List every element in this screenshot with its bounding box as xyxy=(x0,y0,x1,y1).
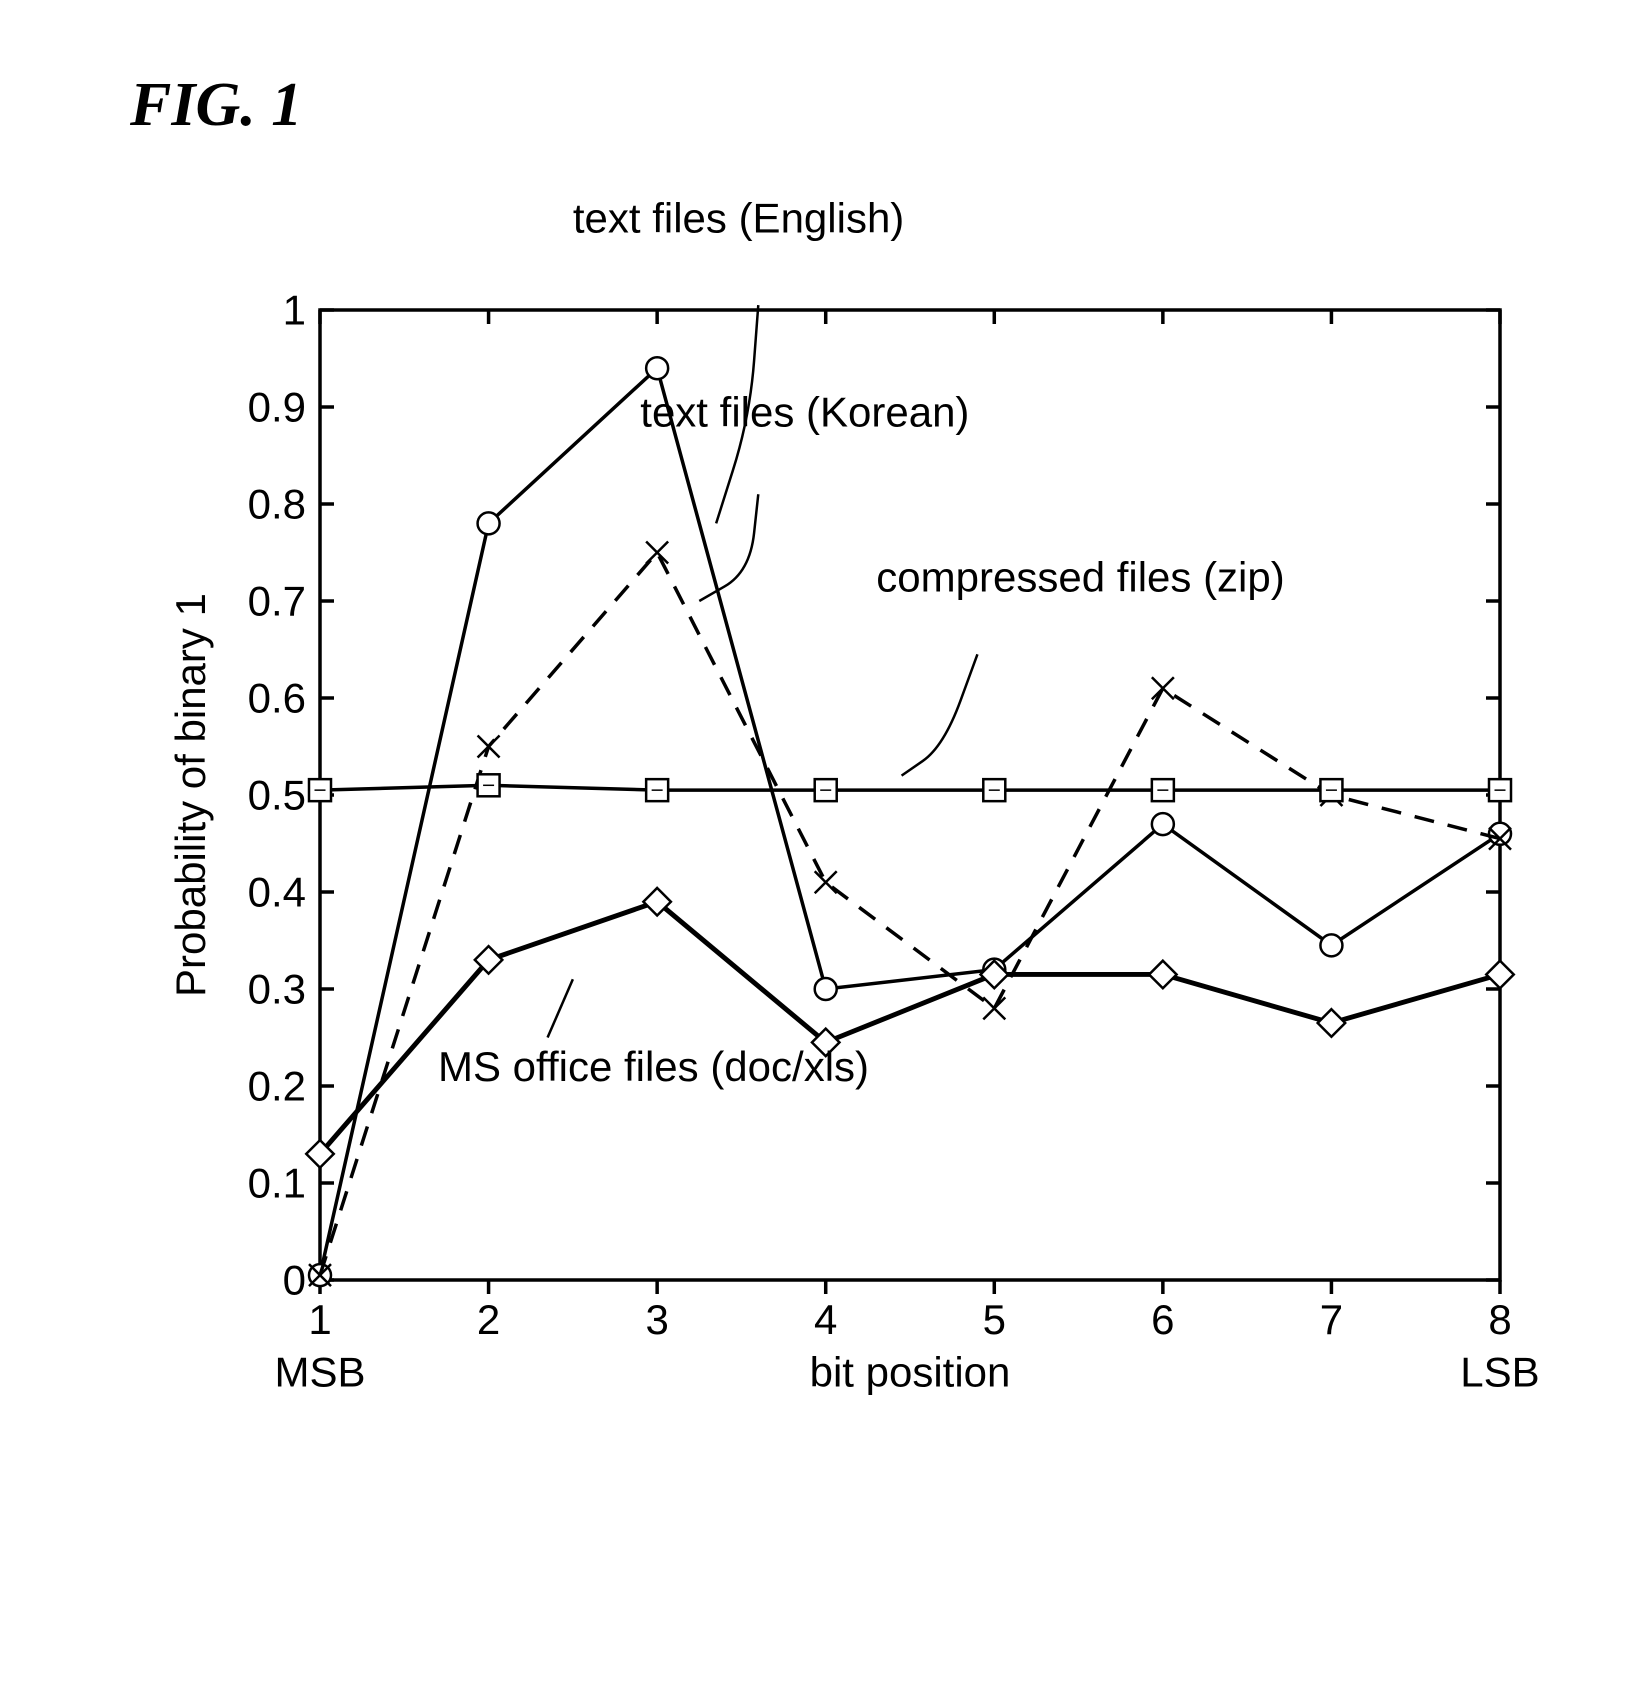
leader-line xyxy=(699,494,758,601)
series-zip xyxy=(309,774,1511,801)
annotation-zip: compressed files (zip) xyxy=(876,553,1284,775)
series-msoffice xyxy=(306,888,1514,1168)
series-line xyxy=(320,553,1500,1276)
x-end-label: LSB xyxy=(1460,1348,1539,1395)
y-tick-label: 0.6 xyxy=(248,675,306,722)
marker-circle-icon xyxy=(646,357,668,379)
y-tick-label: 0.3 xyxy=(248,966,306,1013)
series-label-msoffice: MS office files (doc/xls) xyxy=(438,1043,869,1090)
marker-circle-icon xyxy=(1489,823,1511,845)
x-start-label: MSB xyxy=(274,1348,365,1395)
x-tick-label: 5 xyxy=(983,1296,1006,1343)
y-tick-label: 0 xyxy=(283,1257,306,1304)
y-tick-label: 0.1 xyxy=(248,1160,306,1207)
probability-chart: 1 2 3 4 5 6 7 8 0 0.1 0.2 0.3 0.4 0.5 0.6 0.7 0.8 0.9 1 bit… xyxy=(0,0,1638,1681)
x-axis-label: bit position xyxy=(810,1348,1011,1395)
marker-circle-icon xyxy=(478,512,500,534)
x-tick-label: 7 xyxy=(1320,1296,1343,1343)
marker-circle-icon xyxy=(815,978,837,1000)
series-label-korean: text files (Korean) xyxy=(640,388,969,435)
marker-diamond-icon xyxy=(1486,961,1514,989)
x-tick-label: 8 xyxy=(1488,1296,1511,1343)
page-container: FIG. 1 1 2 3 4 5 6 7 8 0 0.1 0.2 0.3 0.4 0.5 0.6 0.7 0.8… xyxy=(0,0,1638,1681)
series-korean xyxy=(309,542,1511,1287)
leader-line xyxy=(548,979,573,1037)
series-line xyxy=(320,368,1500,1275)
x-tick-label: 2 xyxy=(477,1296,500,1343)
x-tick-label: 1 xyxy=(308,1296,331,1343)
y-tick-label: 0.2 xyxy=(248,1063,306,1110)
y-tick-label: 0.7 xyxy=(248,578,306,625)
y-tick-label: 0.9 xyxy=(248,384,306,431)
annotation-msoffice: MS office files (doc/xls) xyxy=(438,979,869,1090)
series-label-english: text files (English) xyxy=(573,194,904,241)
y-tick-label: 0.4 xyxy=(248,869,306,916)
y-tick-label: 0.5 xyxy=(248,772,306,819)
marker-circle-icon xyxy=(1152,813,1174,835)
marker-diamond-icon xyxy=(1318,1009,1346,1036)
x-tick-label: 4 xyxy=(814,1296,837,1343)
x-tick-label: 6 xyxy=(1151,1296,1174,1343)
series-label-zip: compressed files (zip) xyxy=(876,553,1284,600)
marker-diamond-icon xyxy=(1149,961,1177,989)
marker-circle-icon xyxy=(1320,934,1342,956)
leader-line xyxy=(902,654,978,775)
figure-title: FIG. 1 xyxy=(130,70,302,141)
y-tick-label: 1 xyxy=(283,287,306,334)
series-english xyxy=(309,357,1511,1286)
x-tick-label: 3 xyxy=(645,1296,668,1343)
y-axis-label: Probability of binary 1 xyxy=(167,593,214,997)
annotation-english: text files (English) xyxy=(573,194,904,523)
y-tick-label: 0.8 xyxy=(248,481,306,528)
